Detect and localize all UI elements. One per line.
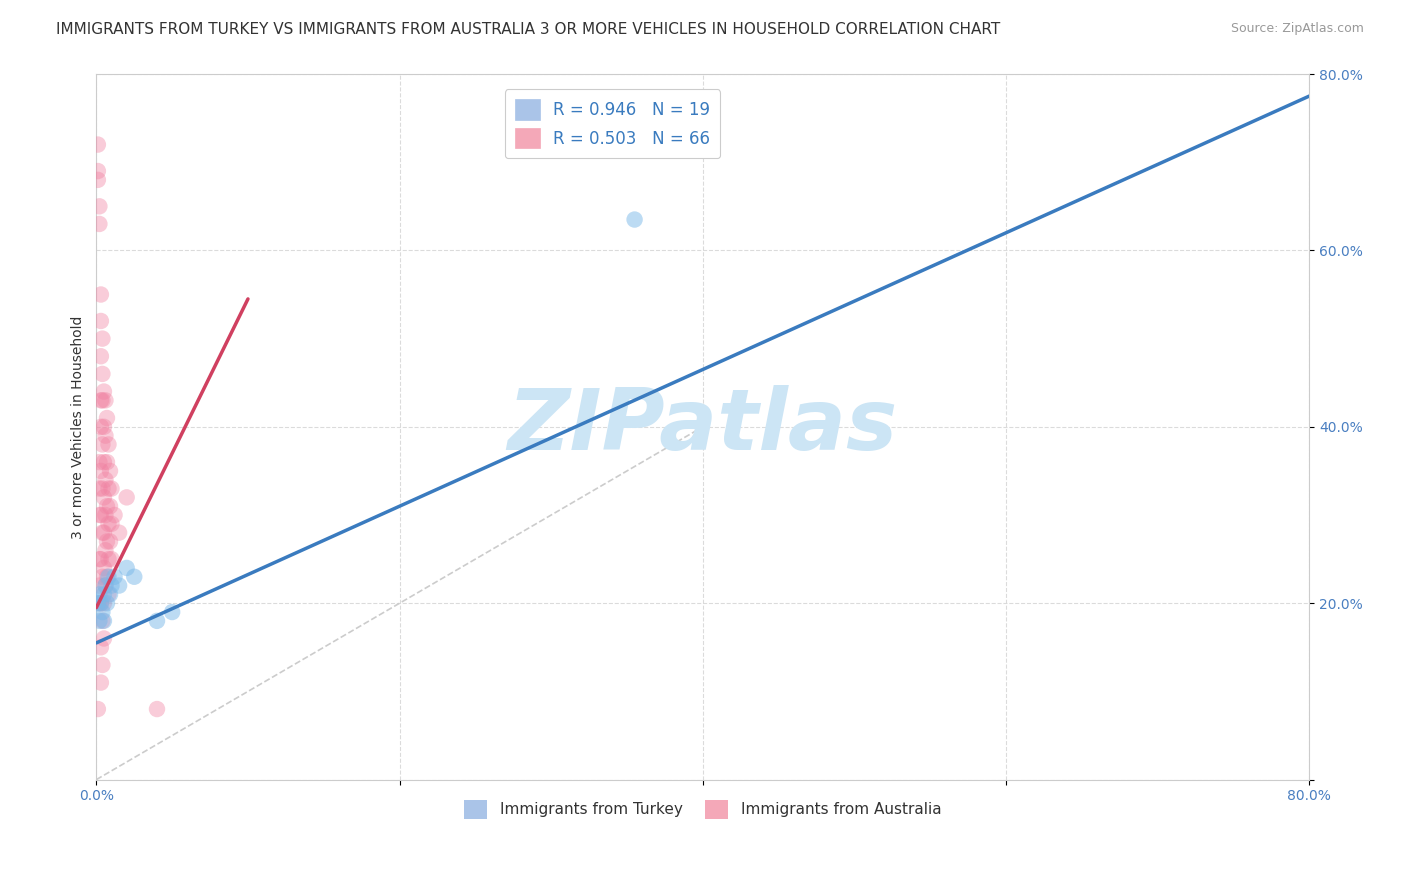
Point [146, 614, 169, 628]
Point [91, 614, 114, 628]
Point [96, 570, 118, 584]
Point [89, 455, 111, 469]
Point [90, 640, 112, 655]
Point [90, 596, 112, 610]
Point [93, 587, 115, 601]
Point [89, 596, 111, 610]
Point [97, 516, 120, 531]
Point [96, 455, 118, 469]
Point [96, 534, 118, 549]
Point [91, 437, 114, 451]
Point [93, 596, 115, 610]
Point [96, 596, 118, 610]
Point [93, 614, 115, 628]
Point [94, 393, 117, 408]
Point [91, 570, 114, 584]
Point [94, 578, 117, 592]
Point [87, 702, 110, 716]
Point [89, 508, 111, 522]
Point [122, 570, 145, 584]
Point [91, 605, 114, 619]
Point [90, 419, 112, 434]
Point [90, 508, 112, 522]
Point [91, 525, 114, 540]
Point [97, 552, 120, 566]
Point [93, 419, 115, 434]
Point [93, 561, 115, 575]
Point [89, 614, 111, 628]
Point [91, 657, 114, 672]
Point [89, 587, 111, 601]
Point [89, 217, 111, 231]
Point [108, 525, 131, 540]
Point [94, 578, 117, 592]
Point [91, 482, 114, 496]
Point [98, 464, 121, 478]
Point [100, 578, 122, 592]
Point [90, 675, 112, 690]
Point [90, 596, 112, 610]
Point [98, 587, 121, 601]
Point [97, 437, 120, 451]
Point [108, 578, 131, 592]
Point [94, 428, 117, 442]
Point [100, 516, 122, 531]
Point [93, 632, 115, 646]
Point [97, 482, 120, 496]
Point [90, 464, 112, 478]
Text: ZIPatlas: ZIPatlas [508, 385, 898, 468]
Point [89, 482, 111, 496]
Point [96, 499, 118, 513]
Point [623, 212, 645, 227]
Point [87, 164, 110, 178]
Point [89, 199, 111, 213]
Point [89, 578, 111, 592]
Y-axis label: 3 or more Vehicles in Household: 3 or more Vehicles in Household [72, 315, 86, 539]
Point [98, 534, 121, 549]
Point [93, 491, 115, 505]
Point [93, 455, 115, 469]
Text: Source: ZipAtlas.com: Source: ZipAtlas.com [1230, 22, 1364, 36]
Point [146, 702, 169, 716]
Point [91, 332, 114, 346]
Point [93, 384, 115, 399]
Point [90, 552, 112, 566]
Point [90, 314, 112, 328]
Point [87, 137, 110, 152]
Point [94, 543, 117, 558]
Text: IMMIGRANTS FROM TURKEY VS IMMIGRANTS FROM AUSTRALIA 3 OR MORE VEHICLES IN HOUSEH: IMMIGRANTS FROM TURKEY VS IMMIGRANTS FRO… [56, 22, 1001, 37]
Point [160, 605, 183, 619]
Point [115, 491, 138, 505]
Point [103, 508, 125, 522]
Point [98, 499, 121, 513]
Point [87, 173, 110, 187]
Point [97, 587, 120, 601]
Point [96, 411, 118, 425]
Point [103, 570, 125, 584]
Point [97, 570, 120, 584]
Point [94, 473, 117, 487]
Point [90, 349, 112, 363]
Point [91, 393, 114, 408]
Point [90, 393, 112, 408]
Point [87, 596, 110, 610]
Point [94, 508, 117, 522]
Point [100, 482, 122, 496]
Legend: Immigrants from Turkey, Immigrants from Australia: Immigrants from Turkey, Immigrants from … [458, 794, 948, 825]
Point [100, 552, 122, 566]
Point [93, 525, 115, 540]
Point [115, 561, 138, 575]
Point [89, 552, 111, 566]
Point [91, 367, 114, 381]
Point [90, 287, 112, 301]
